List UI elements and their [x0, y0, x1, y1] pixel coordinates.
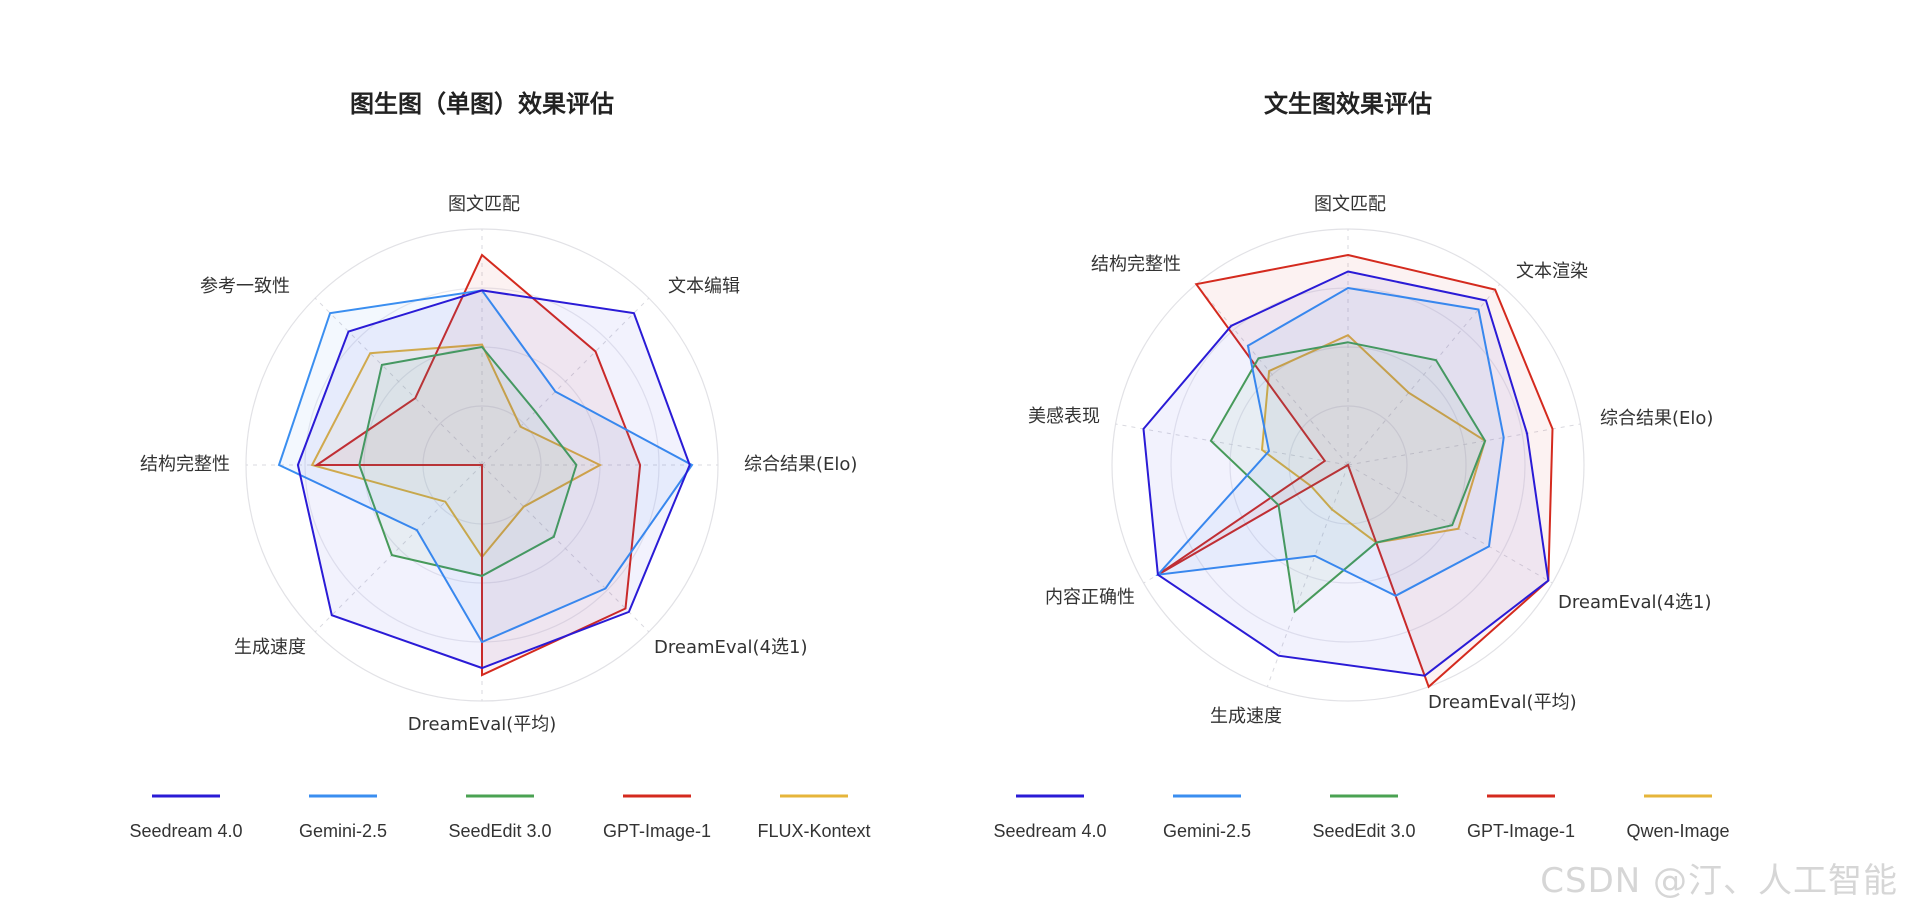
legend-item: SeedEdit 3.0 [1312, 794, 1416, 841]
series-polygon-gemini-2-5 [1155, 286, 1505, 597]
legend-item: Seedream 4.0 [993, 794, 1107, 841]
axis-label: 文本编辑 [668, 276, 740, 297]
axis-label: 美感表现 [1028, 406, 1100, 427]
axis-label: DreamEval(平均) [408, 714, 557, 735]
axis-label: 结构完整性 [140, 454, 230, 475]
radar-series-group [277, 253, 694, 677]
legend-item: Gemini-2.5 [1163, 794, 1251, 841]
axis-label: DreamEval(4选1) [654, 637, 808, 658]
legend-item: Seedream 4.0 [129, 794, 243, 841]
legend-label: Seedream 4.0 [993, 821, 1106, 841]
series-polygon-seededit-3-0 [358, 345, 578, 577]
legend-label: GPT-Image-1 [1467, 821, 1575, 841]
grid-spoke [1266, 464, 1349, 687]
chart-title: 图生图（单图）效果评估 [350, 90, 614, 118]
series-polygon-qwen-image [1260, 334, 1487, 544]
legend-item: GPT-Image-1 [603, 794, 711, 841]
legend-item: GPT-Image-1 [1467, 794, 1575, 841]
legend-item: Qwen-Image [1626, 794, 1730, 841]
grid-spoke [481, 464, 650, 633]
series-polygon-seedream-4-0 [296, 289, 691, 670]
axis-label: 内容正确性 [1045, 587, 1135, 608]
chart-legend: Seedream 4.0 Gemini-2.5 SeedEdit 3.0 GPT-Im… [993, 794, 1730, 841]
legend-label: Qwen-Image [1626, 821, 1729, 841]
legend-label: Gemini-2.5 [1163, 821, 1251, 841]
grid-spoke [1347, 464, 1553, 584]
grid-spoke [1115, 423, 1349, 466]
series-polygon-gemini-2-5 [277, 289, 694, 644]
grid-spoke [314, 464, 483, 633]
radar-series-group [1142, 253, 1554, 689]
legend-item: FLUX-Kontext [757, 794, 871, 841]
legend-label: Gemini-2.5 [299, 821, 387, 841]
watermark-text: CSDN @汀、人工智能 [1540, 861, 1898, 901]
grid-spoke [481, 297, 650, 466]
legend-label: FLUX-Kontext [757, 821, 870, 841]
grid-spoke [1195, 283, 1349, 466]
legend-label: GPT-Image-1 [603, 821, 711, 841]
grid-spoke [314, 297, 483, 466]
series-polygon-seedream-4-0 [1142, 270, 1550, 677]
axis-label: 图文匹配 [1314, 194, 1386, 215]
axis-label: 图文匹配 [448, 194, 520, 215]
series-polygon-seededit-3-0 [1209, 341, 1487, 614]
axis-label: 参考一致性 [200, 276, 290, 297]
axis-label: 结构完整性 [1091, 254, 1181, 275]
grid-spoke [1347, 423, 1581, 466]
legend-label: SeedEdit 3.0 [448, 821, 551, 841]
axis-label: DreamEval(平均) [1428, 692, 1577, 713]
grid-spoke [1347, 283, 1501, 466]
axis-label: 综合结果(Elo) [1600, 408, 1713, 429]
grid-ring [1288, 405, 1408, 525]
axis-label: 生成速度 [234, 637, 306, 658]
legend-item: Gemini-2.5 [299, 794, 387, 841]
legend-label: SeedEdit 3.0 [1312, 821, 1415, 841]
axis-label: 生成速度 [1210, 706, 1282, 727]
axis-label: 文本渲染 [1516, 261, 1588, 282]
chart-legend: Seedream 4.0 Gemini-2.5 SeedEdit 3.0 GPT-Im… [129, 794, 871, 841]
series-polygon-gpt-image-1 [313, 253, 642, 677]
axis-label: 综合结果(Elo) [744, 454, 857, 475]
legend-label: Seedream 4.0 [129, 821, 242, 841]
axis-label: DreamEval(4选1) [1558, 592, 1712, 613]
legend-item: SeedEdit 3.0 [448, 794, 552, 841]
chart-title: 文生图效果评估 [1264, 90, 1432, 118]
